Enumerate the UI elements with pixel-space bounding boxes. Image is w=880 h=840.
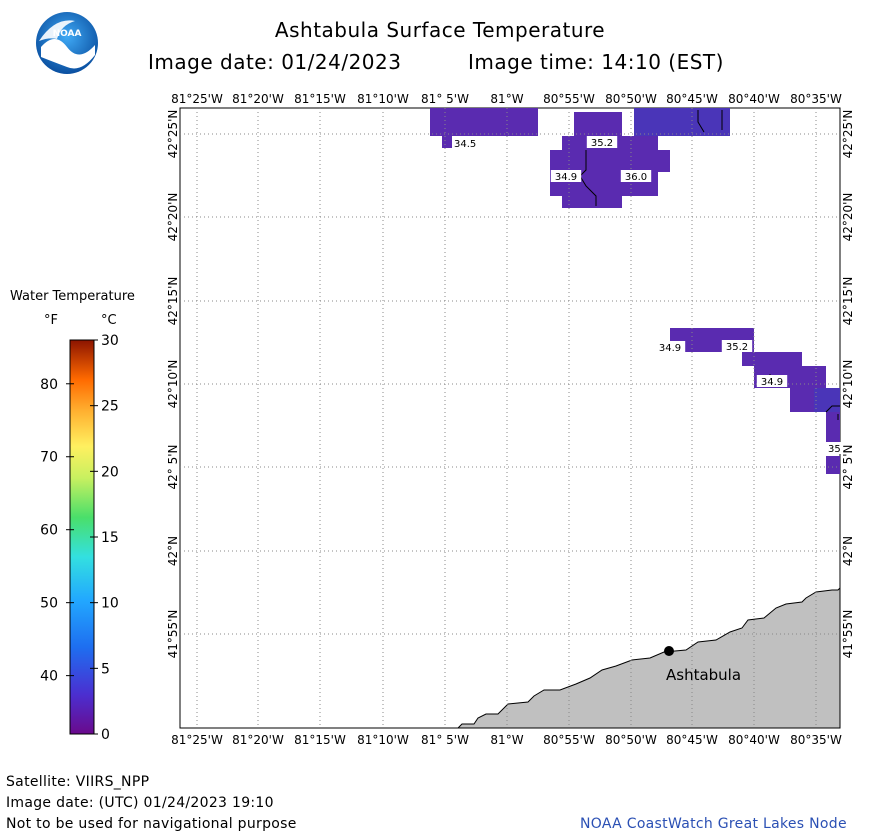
latitude-labels-left: 42°25'N 42°20'N 42°15'N 42°10'N 42° 5'N 42°N 4…: [166, 110, 180, 659]
water-temperature-data-alt: [634, 108, 840, 412]
temp-label-bg-0: [452, 137, 483, 149]
lat-label-right-4: 42° 5'N: [841, 445, 855, 490]
temperature-labels: 34.5 35.2 34.9 36.0 34.9 35.2 34.9 35: [452, 136, 844, 455]
city-label: Ashtabula: [666, 666, 741, 684]
temp-label-bg-5: [721, 340, 753, 352]
lon-label-top-4: 81° 5'W: [421, 92, 469, 106]
legend-f-tick-0: 80: [40, 377, 58, 393]
temp-label-bg-1: [586, 136, 618, 148]
temp-label-bg-2: [550, 170, 582, 182]
temp-label-bg-3: [620, 170, 652, 182]
city-marker: [664, 646, 674, 656]
legend-unit-c: °C: [101, 313, 117, 328]
lat-label-left-4: 42° 5'N: [166, 445, 180, 490]
lat-label-right-0: 42°25'N: [841, 110, 855, 159]
lat-label-right-1: 42°20'N: [841, 193, 855, 242]
grid-lines: [180, 108, 840, 728]
lon-label-bottom-9: 80°40'W: [728, 733, 780, 747]
isotherm-lines: [579, 110, 840, 420]
lon-label-top-8: 80°45'W: [666, 92, 718, 106]
lat-label-left-3: 42°10'N: [166, 360, 180, 409]
temp-label-2: 34.9: [555, 172, 577, 183]
lat-label-left-1: 42°20'N: [166, 193, 180, 242]
temp-label-bg-4: [654, 341, 686, 353]
lon-label-top-0: 81°25'W: [171, 92, 223, 106]
lat-label-right-5: 42°N: [841, 536, 855, 566]
temp-label-bg-7: [826, 442, 844, 454]
map-title: Ashtabula Surface Temperature: [274, 18, 606, 42]
satellite-label: Satellite: VIIRS_NPP: [6, 774, 150, 790]
navigation-warning: Not to be used for navigational purpose: [6, 816, 297, 832]
credit-link[interactable]: NOAA CoastWatch Great Lakes Node: [580, 816, 847, 832]
lon-label-bottom-1: 81°20'W: [232, 733, 284, 747]
image-date-label: Image date: 01/24/2023: [148, 50, 402, 74]
temp-label-7: 35: [828, 444, 841, 455]
lat-label-right-3: 42°10'N: [841, 360, 855, 409]
longitude-labels-bottom: 81°25'W 81°20'W 81°15'W 81°10'W 81° 5'W 81°W 8…: [171, 733, 842, 747]
lon-label-bottom-2: 81°15'W: [294, 733, 346, 747]
lon-label-top-7: 80°50'W: [605, 92, 657, 106]
lat-label-right-6: 41°55'N: [841, 610, 855, 659]
temp-label-4: 34.9: [659, 343, 681, 354]
temp-label-5: 35.2: [726, 342, 748, 353]
lon-label-top-9: 80°40'W: [728, 92, 780, 106]
legend-c-tick-6: 0: [101, 727, 110, 743]
legend-title: Water Temperature: [10, 289, 135, 304]
lat-label-left-2: 42°15'N: [166, 277, 180, 326]
legend-f-tick-4: 40: [40, 669, 58, 685]
temperature-map: 81°25'W 81°20'W 81°15'W 81°10'W 81° 5'W 81°W 8…: [166, 92, 855, 747]
lat-label-left-0: 42°25'N: [166, 110, 180, 159]
legend-c-tick-5: 5: [101, 661, 110, 677]
lat-label-left-6: 41°55'N: [166, 610, 180, 659]
legend-c-tick-3: 15: [101, 530, 119, 546]
legend-fahrenheit-ticks: 80 70 60 50 40: [40, 377, 74, 685]
lon-label-top-1: 81°20'W: [232, 92, 284, 106]
noaa-logo: NOAA: [36, 12, 98, 74]
temp-label-6: 34.9: [761, 377, 783, 388]
map-frame: [179, 107, 841, 729]
utc-date-label: Image date: (UTC) 01/24/2023 19:10: [6, 795, 274, 811]
legend-c-tick-0: 30: [101, 333, 119, 349]
legend-f-tick-1: 70: [40, 450, 58, 466]
lon-label-top-3: 81°10'W: [357, 92, 409, 106]
lon-label-bottom-0: 81°25'W: [171, 733, 223, 747]
legend-f-tick-3: 50: [40, 596, 58, 612]
lon-label-bottom-8: 80°45'W: [666, 733, 718, 747]
legend-celsius-ticks: 30 25 20 15 10 5 0: [90, 333, 119, 743]
lon-label-bottom-7: 80°50'W: [605, 733, 657, 747]
svg-text:NOAA: NOAA: [53, 29, 82, 39]
lon-label-top-5: 81°W: [490, 92, 523, 106]
lat-label-right-2: 42°15'N: [841, 277, 855, 326]
lon-label-bottom-10: 80°35'W: [790, 733, 842, 747]
temp-label-0: 34.5: [454, 139, 476, 150]
latitude-labels-right: 42°25'N 42°20'N 42°15'N 42°10'N 42° 5'N 42°N 4…: [841, 110, 855, 659]
land-area: [456, 586, 841, 729]
longitude-labels-top: 81°25'W 81°20'W 81°15'W 81°10'W 81° 5'W 81°W 8…: [171, 92, 842, 106]
temp-label-1: 35.2: [591, 138, 613, 149]
lat-label-left-5: 42°N: [166, 536, 180, 566]
legend-c-tick-4: 10: [101, 596, 119, 612]
lon-label-top-6: 80°55'W: [543, 92, 595, 106]
lon-label-top-10: 80°35'W: [790, 92, 842, 106]
lon-label-bottom-4: 81° 5'W: [421, 733, 469, 747]
lon-label-bottom-6: 80°55'W: [543, 733, 595, 747]
legend-unit-f: °F: [44, 313, 58, 328]
legend-c-tick-1: 25: [101, 399, 119, 415]
temp-label-bg-6: [756, 375, 788, 387]
temp-label-3: 36.0: [625, 172, 647, 183]
legend-f-tick-2: 60: [40, 523, 58, 539]
lon-label-bottom-3: 81°10'W: [357, 733, 409, 747]
image-time-label: Image time: 14:10 (EST): [468, 50, 724, 74]
lon-label-bottom-5: 81°W: [490, 733, 523, 747]
lon-label-top-2: 81°15'W: [294, 92, 346, 106]
legend-c-tick-2: 20: [101, 464, 119, 480]
